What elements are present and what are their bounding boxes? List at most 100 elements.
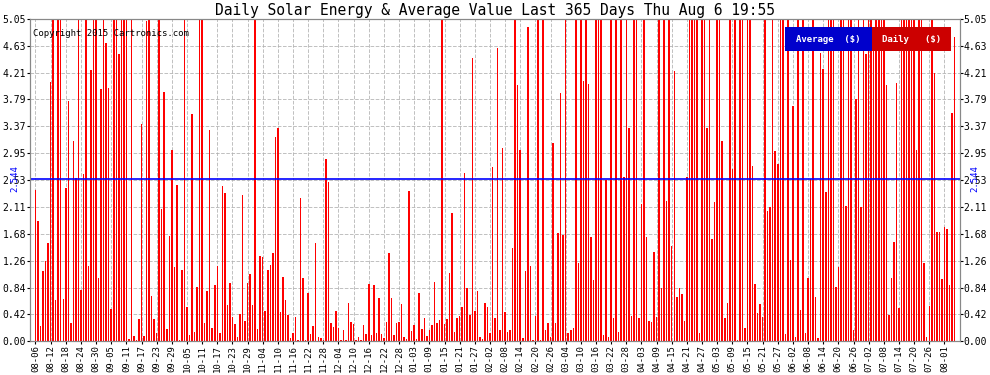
- Bar: [769, 207, 771, 341]
- Bar: [80, 290, 82, 341]
- Bar: [572, 328, 574, 341]
- Bar: [272, 253, 273, 341]
- Bar: [855, 99, 856, 341]
- Bar: [72, 141, 74, 341]
- Bar: [868, 6, 869, 341]
- Bar: [878, 6, 879, 341]
- Bar: [178, 340, 180, 341]
- Bar: [512, 248, 514, 341]
- Bar: [459, 316, 460, 341]
- Bar: [50, 82, 51, 341]
- Bar: [131, 6, 133, 341]
- Bar: [547, 323, 548, 341]
- Bar: [471, 58, 473, 341]
- Bar: [378, 298, 379, 341]
- Bar: [525, 271, 526, 341]
- Bar: [305, 340, 306, 341]
- Bar: [582, 81, 584, 341]
- Bar: [883, 6, 885, 341]
- Bar: [873, 49, 874, 341]
- Bar: [919, 6, 920, 341]
- Bar: [103, 6, 104, 341]
- Bar: [48, 243, 49, 341]
- Bar: [90, 70, 92, 341]
- Bar: [173, 267, 175, 341]
- Bar: [277, 128, 278, 341]
- Bar: [295, 317, 296, 341]
- Bar: [845, 206, 846, 341]
- Bar: [434, 282, 436, 341]
- Bar: [704, 6, 705, 341]
- Bar: [227, 306, 228, 341]
- Bar: [416, 339, 418, 341]
- Bar: [552, 144, 553, 341]
- Bar: [134, 336, 135, 341]
- Bar: [593, 280, 594, 341]
- Bar: [538, 6, 539, 341]
- Bar: [870, 6, 872, 341]
- Bar: [146, 21, 148, 341]
- Bar: [510, 330, 511, 341]
- Bar: [383, 339, 385, 341]
- Bar: [661, 288, 662, 341]
- Bar: [540, 340, 542, 341]
- Bar: [908, 6, 910, 341]
- Bar: [896, 82, 897, 341]
- Bar: [631, 316, 632, 341]
- Bar: [150, 296, 152, 341]
- Bar: [916, 150, 918, 341]
- Bar: [530, 266, 531, 341]
- Bar: [815, 297, 817, 341]
- Bar: [939, 232, 940, 341]
- Bar: [797, 6, 799, 341]
- Bar: [474, 312, 475, 341]
- Bar: [616, 6, 617, 341]
- Bar: [782, 6, 783, 341]
- Bar: [497, 48, 498, 341]
- Bar: [290, 338, 291, 341]
- Bar: [937, 232, 938, 341]
- Bar: [641, 204, 643, 341]
- Bar: [562, 235, 564, 341]
- Bar: [155, 333, 157, 341]
- Bar: [585, 6, 587, 341]
- Bar: [527, 27, 529, 341]
- Bar: [567, 333, 569, 341]
- Bar: [409, 191, 410, 341]
- Bar: [282, 278, 284, 341]
- Bar: [828, 6, 829, 341]
- Bar: [341, 340, 342, 341]
- Bar: [691, 6, 693, 341]
- Bar: [201, 6, 203, 341]
- Bar: [77, 6, 79, 341]
- Bar: [767, 211, 768, 341]
- Bar: [95, 6, 97, 341]
- Bar: [313, 326, 314, 341]
- Bar: [88, 266, 89, 341]
- Bar: [355, 340, 357, 341]
- Bar: [608, 338, 610, 341]
- Bar: [655, 318, 657, 341]
- Bar: [168, 236, 170, 341]
- Bar: [810, 179, 812, 341]
- Bar: [391, 298, 392, 341]
- Bar: [754, 284, 755, 341]
- Bar: [712, 239, 713, 341]
- Bar: [934, 73, 936, 341]
- Bar: [386, 322, 387, 341]
- Bar: [380, 334, 382, 341]
- Bar: [300, 198, 301, 341]
- Bar: [136, 340, 138, 341]
- Bar: [429, 330, 430, 341]
- Bar: [249, 274, 250, 341]
- Bar: [442, 6, 443, 341]
- Bar: [194, 332, 195, 341]
- Bar: [426, 336, 428, 341]
- Bar: [522, 338, 524, 341]
- Bar: [802, 6, 804, 341]
- Bar: [446, 319, 447, 341]
- Bar: [681, 294, 682, 341]
- Bar: [658, 6, 660, 341]
- Bar: [424, 318, 425, 341]
- Bar: [598, 6, 599, 341]
